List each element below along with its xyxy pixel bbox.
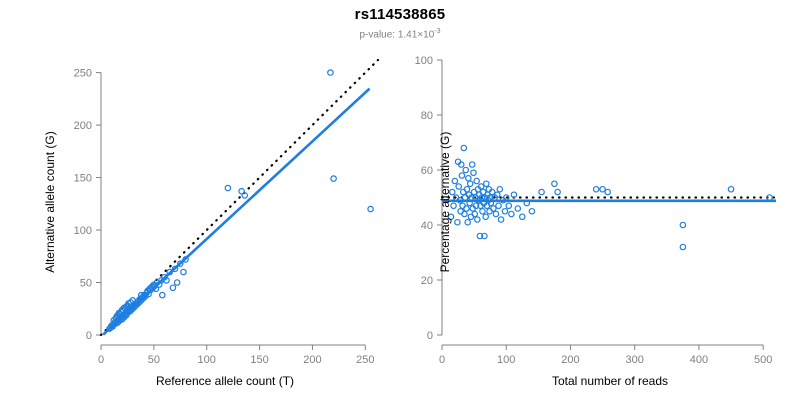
- svg-text:200: 200: [561, 354, 579, 366]
- svg-text:150: 150: [250, 354, 268, 366]
- svg-text:40: 40: [421, 220, 433, 232]
- svg-text:50: 50: [80, 278, 92, 290]
- left-scatter-plot: 0 50 100 150 200 250 0 50 100 150 200 250: [74, 58, 380, 366]
- left-y-axis-label: Alternative allele count (G): [43, 131, 57, 273]
- right-x-axis-label: Total number of reads: [551, 374, 669, 388]
- svg-text:100: 100: [415, 55, 433, 67]
- svg-text:250: 250: [356, 354, 374, 366]
- svg-text:80: 80: [421, 110, 433, 122]
- right-scatter-plot: 0 20 40 60 80 100 0 100 200 300 400 500: [415, 55, 778, 366]
- page-title: rs114538865: [354, 6, 446, 23]
- svg-text:250: 250: [74, 68, 92, 80]
- svg-text:0: 0: [439, 354, 445, 366]
- svg-text:20: 20: [421, 275, 433, 287]
- svg-text:60: 60: [421, 165, 433, 177]
- right-y-axis-label: Percentage alternative (G): [438, 131, 452, 273]
- svg-text:500: 500: [754, 354, 772, 366]
- pvalue-times: ×10: [417, 29, 435, 41]
- svg-text:100: 100: [74, 225, 92, 237]
- panel-right: 0 20 40 60 80 100 0 100 200 300 400 500 Total numbe…: [400, 0, 800, 400]
- pvalue-exponent: -3: [434, 28, 441, 35]
- svg-text:50: 50: [148, 354, 160, 366]
- pvalue-subtitle: p-value: 1.41×10-3: [0, 28, 800, 40]
- svg-text:100: 100: [198, 354, 216, 366]
- pvalue-prefix: p-value: 1.41: [359, 29, 418, 41]
- svg-text:0: 0: [86, 330, 92, 342]
- svg-text:0: 0: [427, 330, 433, 342]
- svg-text:400: 400: [690, 354, 708, 366]
- svg-text:200: 200: [303, 354, 321, 366]
- svg-text:300: 300: [626, 354, 644, 366]
- svg-text:100: 100: [497, 354, 515, 366]
- svg-text:0: 0: [98, 354, 104, 366]
- panel-left: 0 50 100 150 200 250 0 50 100 150 200 250 Reference…: [43, 58, 380, 388]
- svg-text:200: 200: [74, 120, 92, 132]
- left-x-axis-label: Reference allele count (T): [155, 374, 295, 388]
- svg-text:150: 150: [74, 173, 92, 185]
